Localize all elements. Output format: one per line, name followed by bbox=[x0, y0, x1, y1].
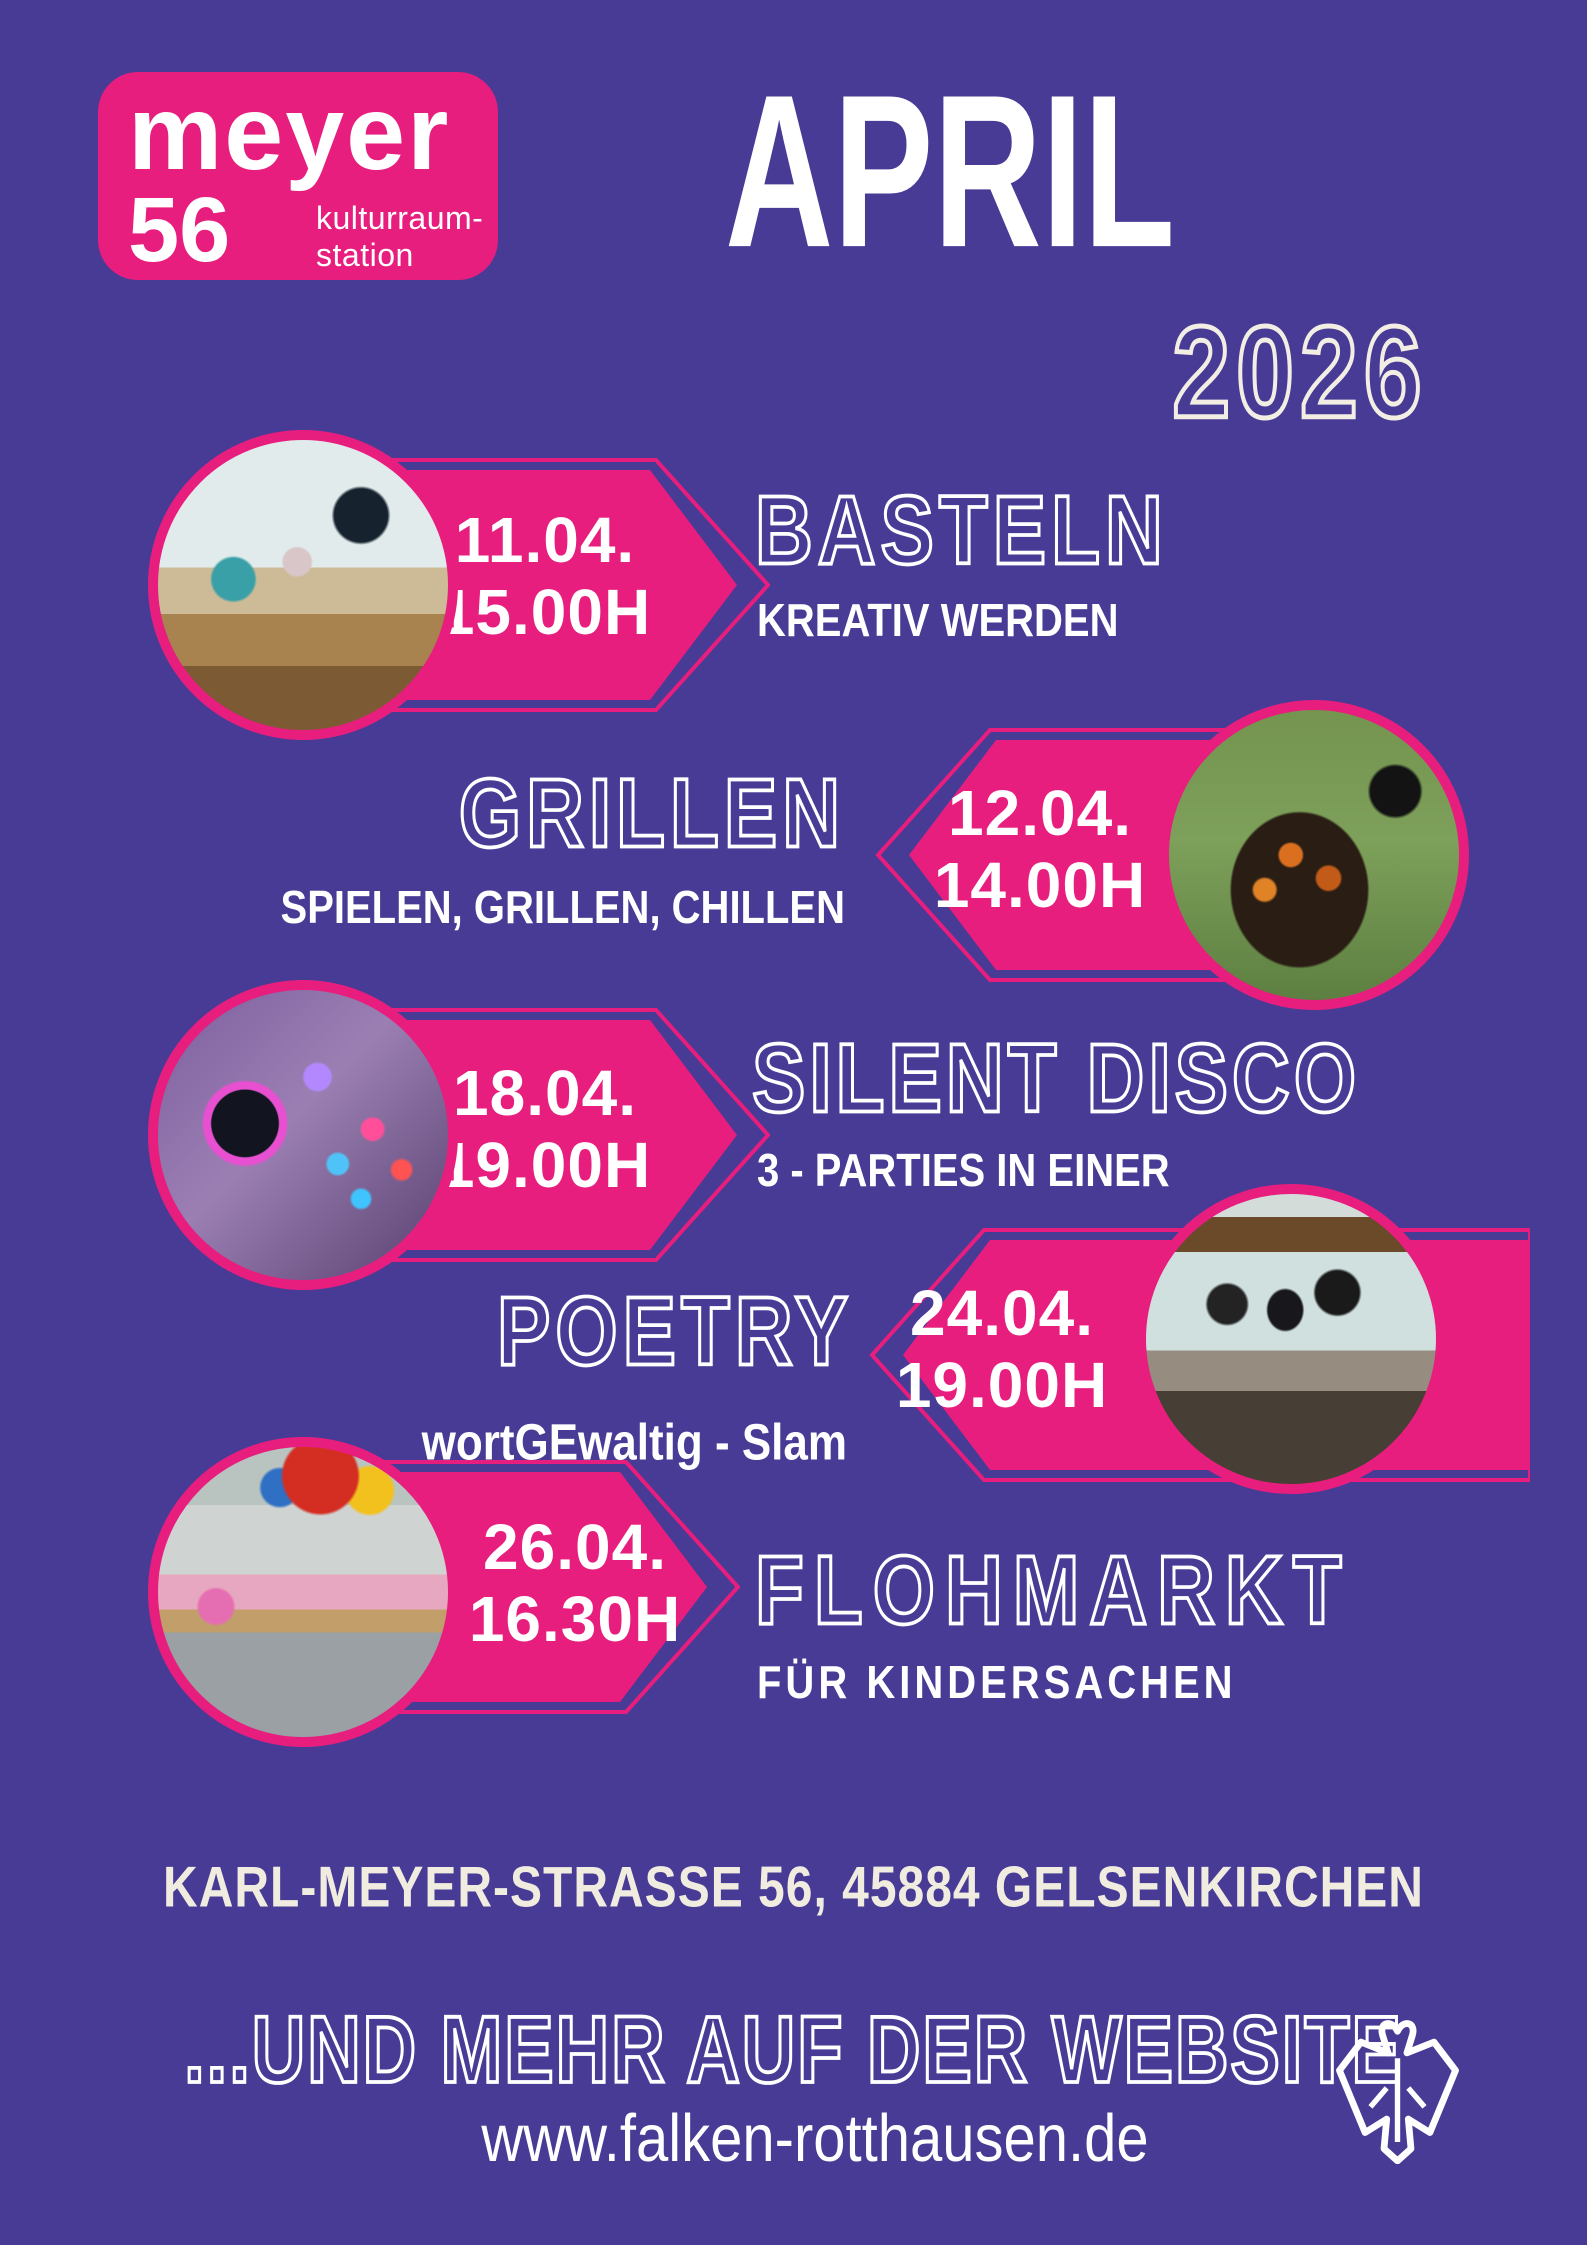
year-title: 2026 bbox=[1170, 300, 1428, 446]
event-subtitle-flohmarkt: FÜR KINDERSACHEN bbox=[757, 1657, 1237, 1709]
event-date: 24.04. bbox=[910, 1277, 1094, 1349]
event-photo-flohmarkt bbox=[148, 1437, 458, 1747]
event-datetime-flohmarkt: 26.04. 16.30H bbox=[430, 1511, 720, 1655]
event-date: 12.04. bbox=[948, 777, 1132, 849]
event-photo-basteln bbox=[148, 430, 458, 740]
event-time: 15.00H bbox=[438, 575, 652, 648]
meyer56-logo: meyer 56 kulturraum- station bbox=[98, 72, 498, 280]
logo-tagline-line1: kulturraum- bbox=[316, 200, 484, 236]
event-date: 26.04. bbox=[483, 1511, 667, 1583]
event-photo-grillen bbox=[1159, 700, 1469, 1010]
event-title-silent-disco: SILENT DISCO bbox=[750, 1023, 1361, 1133]
event-subtitle-silent-disco: 3 - PARTIES IN EINER bbox=[757, 1145, 1170, 1197]
event-datetime-silent-disco: 18.04. 19.00H bbox=[400, 1057, 690, 1201]
event-date: 18.04. bbox=[453, 1057, 637, 1129]
event-photo-silent-disco bbox=[148, 980, 458, 1290]
event-time: 19.00H bbox=[438, 1128, 652, 1201]
event-title-flohmarkt: FLOHMARKT bbox=[754, 1535, 1352, 1645]
logo-brand-text: meyer bbox=[128, 74, 451, 192]
event-title-grillen: GRILLEN bbox=[457, 758, 845, 868]
event-title-poetry: POETRY bbox=[496, 1276, 853, 1386]
event-subtitle-poetry: wortGEwaltig - Slam bbox=[421, 1414, 847, 1471]
month-title: APRIL bbox=[725, 48, 1175, 293]
event-date: 11.04. bbox=[454, 504, 636, 576]
event-time: 16.30H bbox=[468, 1582, 682, 1655]
event-datetime-poetry: 24.04. 19.00H bbox=[852, 1277, 1152, 1421]
event-photo-poetry bbox=[1136, 1184, 1446, 1494]
logo-number-text: 56 bbox=[128, 179, 231, 281]
address-line: KARL-MEYER-STRASSE 56, 45884 GELSENKIRCH… bbox=[163, 1856, 1424, 1920]
event-time: 19.00H bbox=[895, 1348, 1109, 1421]
website-url: www.falken-rotthausen.de bbox=[481, 2101, 1149, 2176]
event-datetime-basteln: 11.04. 15.00H bbox=[400, 504, 690, 648]
event-subtitle-basteln: KREATIV WERDEN bbox=[757, 595, 1119, 647]
more-on-website-line: ...UND MEHR AUF DER WEBSITE bbox=[183, 1994, 1403, 2104]
logo-tagline-text: kulturraum- station bbox=[316, 200, 483, 274]
event-datetime-grillen: 12.04. 14.00H bbox=[890, 777, 1190, 921]
logo-tagline-line2: station bbox=[316, 236, 414, 273]
event-subtitle-grillen: SPIELEN, GRILLEN, CHILLEN bbox=[280, 882, 845, 934]
event-title-basteln: BASTELN bbox=[754, 475, 1168, 585]
event-time: 14.00H bbox=[933, 848, 1147, 921]
falken-icon bbox=[1336, 2020, 1459, 2164]
